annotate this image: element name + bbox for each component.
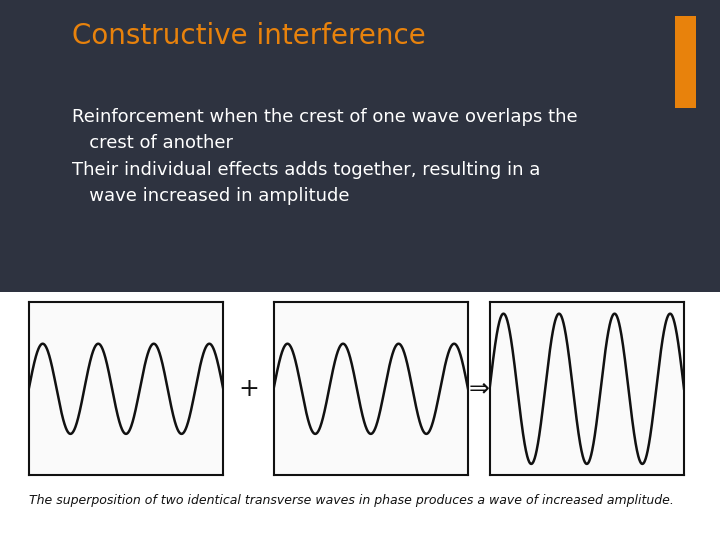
Text: Constructive interference: Constructive interference <box>72 22 426 50</box>
Text: +: + <box>238 377 258 401</box>
Text: Reinforcement when the crest of one wave overlaps the
   crest of another
Their : Reinforcement when the crest of one wave… <box>72 108 577 205</box>
Text: The superposition of two identical transverse waves in phase produces a wave of : The superposition of two identical trans… <box>29 494 674 507</box>
Text: ⇒: ⇒ <box>468 377 490 401</box>
